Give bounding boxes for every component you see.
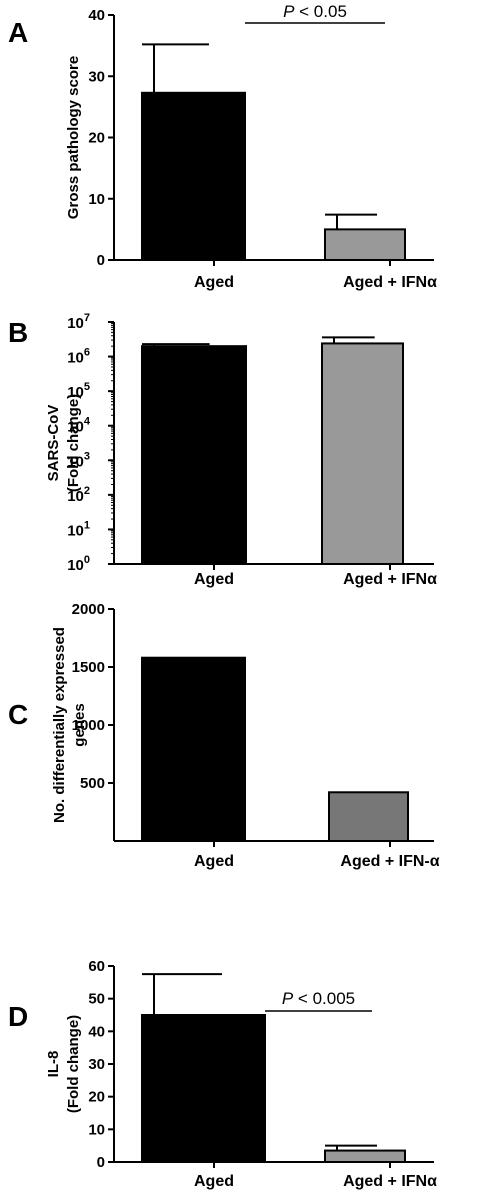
significance-label: P < 0.05 <box>283 2 347 21</box>
y-axis-title: No. differentially expressed <box>51 627 68 823</box>
y-tick-label: 103 <box>67 450 90 470</box>
bar-aged <box>141 345 247 565</box>
y-tick-label: 30 <box>88 1056 105 1073</box>
y-tick-label: 100 <box>67 554 90 574</box>
y-tick-label: 0 <box>97 1154 105 1171</box>
y-tick-label: 10 <box>88 191 105 208</box>
y-tick-label: 20 <box>88 130 105 147</box>
y-tick-label: 50 <box>88 991 105 1008</box>
category-label: Aged + IFNα <box>343 1173 437 1190</box>
category-label: Aged <box>194 853 234 870</box>
y-tick-label: 0 <box>97 252 105 269</box>
category-label: Aged + IFN-α <box>340 853 439 870</box>
category-label: Aged <box>194 274 234 291</box>
y-tick-label: 107 <box>67 312 90 332</box>
y-tick-label: 2000 <box>72 601 105 618</box>
bar-aged-ifn <box>321 342 404 565</box>
y-tick-label: 10 <box>88 1121 105 1138</box>
y-tick-label: 1500 <box>72 659 105 676</box>
category-label: Aged + IFNα <box>343 274 437 291</box>
bar-aged <box>141 91 246 261</box>
y-axis-title: (Fold change) <box>65 1015 82 1113</box>
y-axis-title: SARS-CoV <box>45 405 62 482</box>
panel-letter: C <box>8 699 28 730</box>
bar-aged <box>141 1014 266 1163</box>
panel-letter: B <box>8 317 28 348</box>
y-tick-label: 20 <box>88 1089 105 1106</box>
bar-aged-ifn <box>328 791 409 843</box>
y-tick-label: 1000 <box>72 717 105 734</box>
significance-label: P < 0.005 <box>282 989 355 1008</box>
y-tick-label: 40 <box>88 1023 105 1040</box>
y-tick-label: 40 <box>88 7 105 24</box>
bar-aged-ifn <box>324 1149 406 1163</box>
panel-letter: A <box>8 17 28 48</box>
category-label: Aged <box>194 1173 234 1190</box>
bar-aged-ifn <box>324 228 406 261</box>
y-tick-label: 104 <box>67 416 91 436</box>
panel-letter: D <box>8 1001 28 1032</box>
y-tick-label: 106 <box>67 347 90 367</box>
y-tick-label: 101 <box>67 519 90 539</box>
y-axis-title: Gross pathology score <box>65 56 82 219</box>
y-tick-label: 102 <box>67 485 90 505</box>
y-axis-title: (Fold change) <box>65 394 82 492</box>
y-tick-label: 60 <box>88 958 105 975</box>
category-label: Aged <box>194 571 234 588</box>
y-axis-title: IL-8 <box>45 1051 62 1078</box>
y-tick-label: 500 <box>80 775 105 792</box>
y-tick-label: 105 <box>67 381 90 401</box>
y-tick-label: 30 <box>88 68 105 85</box>
category-label: Aged + IFNα <box>343 571 437 588</box>
bar-aged <box>141 656 246 842</box>
y-axis-title: genes <box>71 703 88 746</box>
